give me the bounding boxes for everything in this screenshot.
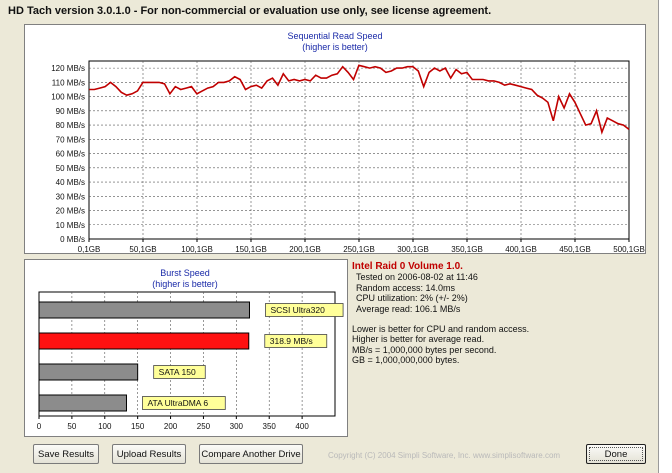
- seq-y-tick-label: 90 MB/s: [56, 107, 85, 116]
- note-lower-better: Lower is better for CPU and random acces…: [352, 324, 530, 335]
- random-access: Random access: 14.0ms: [356, 282, 456, 293]
- test-date: Tested on 2006-08-02 at 11:46: [356, 272, 478, 283]
- note-mbs-definition: MB/s = 1,000,000 bytes per second.: [352, 344, 497, 355]
- seq-y-tick-label: 70 MB/s: [56, 135, 85, 144]
- seq-x-tick-label: 400,1GB: [505, 245, 537, 253]
- burst-bar-label: ATA UltraDMA 6: [147, 398, 208, 408]
- copyright-text: Copyright (C) 2004 Simpli Software, Inc.…: [328, 451, 561, 460]
- burst-bar-label-box: [142, 396, 226, 410]
- burst-x-tick-label: 100: [98, 422, 112, 431]
- burst-x-tick-label: 350: [263, 422, 277, 431]
- compare-drive-label: Compare Another Drive: [201, 448, 301, 460]
- burst-chart-title-text: Burst Speed: [160, 268, 210, 278]
- burst-bar: [38, 332, 250, 350]
- burst-speed-chart: 0 50 100 150 200 250 300 350 400 SCSI Ultra320 318…: [37, 291, 344, 431]
- seq-x-tick-label: 150,1GB: [235, 245, 267, 253]
- save-results-label: Save Results: [38, 448, 94, 460]
- burst-x-tick-label: 50: [67, 422, 76, 431]
- seq-x-tick-label: 500,1GB: [613, 245, 645, 253]
- note-higher-better: Higher is better for average read.: [352, 334, 485, 345]
- cpu-utilization: CPU utilization: 2% (+/- 2%): [356, 293, 468, 304]
- drive-name: Intel Raid 0 Volume 1.0.: [352, 261, 463, 272]
- sequential-read-chart: 120 MB/s 110 MB/s 100 MB/s 90 MB/s 80 MB/s 70…: [51, 60, 645, 253]
- burst-chart-subtitle: (higher is better): [152, 279, 218, 289]
- burst-x-tick-label: 0: [37, 422, 42, 431]
- seq-x-tick-label: 0,1GB: [78, 245, 101, 253]
- seq-x-tick-label: 450,1GB: [559, 245, 591, 253]
- burst-bar-label-box: [264, 334, 328, 348]
- seq-x-tick-label: 100,1GB: [181, 245, 213, 253]
- upload-results-button[interactable]: Upload Results: [112, 444, 186, 464]
- burst-x-tick-label: 300: [230, 422, 244, 431]
- seq-x-tick-label: 300,1GB: [397, 245, 429, 253]
- done-label: Done: [604, 448, 628, 460]
- seq-chart-subtitle: (higher is better): [302, 42, 368, 52]
- burst-bar-label: SATA 150: [159, 367, 196, 377]
- seq-y-tick-label: 60 MB/s: [56, 150, 85, 159]
- burst-bar: [38, 363, 139, 381]
- compare-drive-button[interactable]: Compare Another Drive: [199, 444, 303, 464]
- seq-chart-title: Sequential Read Speed (higher is better): [255, 31, 415, 53]
- seq-y-tick-label: 50 MB/s: [56, 164, 85, 173]
- drive-info: Intel Raid 0 Volume 1.0. Tested on 2006-…: [352, 261, 652, 366]
- window-title: HD Tach version 3.0.1.0 - For non-commer…: [8, 5, 492, 17]
- save-results-button[interactable]: Save Results: [33, 444, 99, 464]
- seq-y-tick-label: 80 MB/s: [56, 121, 85, 130]
- note-gb-definition: GB = 1,000,000,000 bytes.: [352, 355, 460, 366]
- seq-x-tick-label: 250,1GB: [343, 245, 375, 253]
- burst-x-tick-label: 250: [197, 422, 211, 431]
- seq-x-tick-label: 50,1GB: [129, 245, 156, 253]
- seq-y-tick-label: 100 MB/s: [51, 93, 85, 102]
- done-button[interactable]: Done: [586, 444, 646, 464]
- seq-y-tick-label: 110 MB/s: [52, 78, 85, 87]
- upload-results-label: Upload Results: [116, 448, 182, 460]
- burst-bar-label-box: [153, 365, 206, 379]
- sequential-read-panel: Sequential Read Speed (higher is better)…: [24, 24, 646, 254]
- seq-y-tick-label: 30 MB/s: [56, 192, 85, 201]
- burst-speed-panel: Burst Speed (higher is better) 0 50 100 150…: [24, 259, 348, 437]
- burst-bar-label: SCSI Ultra320: [270, 305, 325, 315]
- seq-y-tick-label: 120 MB/s: [51, 64, 85, 73]
- seq-x-tick-label: 200,1GB: [289, 245, 321, 253]
- burst-x-tick-label: 150: [131, 422, 145, 431]
- burst-chart-title: Burst Speed (higher is better): [125, 268, 245, 290]
- burst-x-tick-label: 400: [295, 422, 309, 431]
- seq-y-tick-label: 10 MB/s: [56, 221, 85, 230]
- burst-x-tick-label: 200: [164, 422, 178, 431]
- seq-y-tick-label: 20 MB/s: [56, 207, 85, 216]
- seq-x-tick-label: 350,1GB: [451, 245, 483, 253]
- sequential-read-line: [89, 64, 630, 135]
- seq-chart-title-text: Sequential Read Speed: [287, 31, 383, 41]
- seq-y-tick-label: 0 MB/s: [60, 235, 85, 244]
- burst-bar-label-box: [265, 303, 344, 317]
- burst-bar: [38, 301, 250, 319]
- seq-y-tick-label: 40 MB/s: [56, 178, 85, 187]
- burst-bar-label: 318.9 MB/s: [270, 336, 313, 346]
- average-read: Average read: 106.1 MB/s: [356, 303, 461, 314]
- burst-bar: [38, 394, 127, 412]
